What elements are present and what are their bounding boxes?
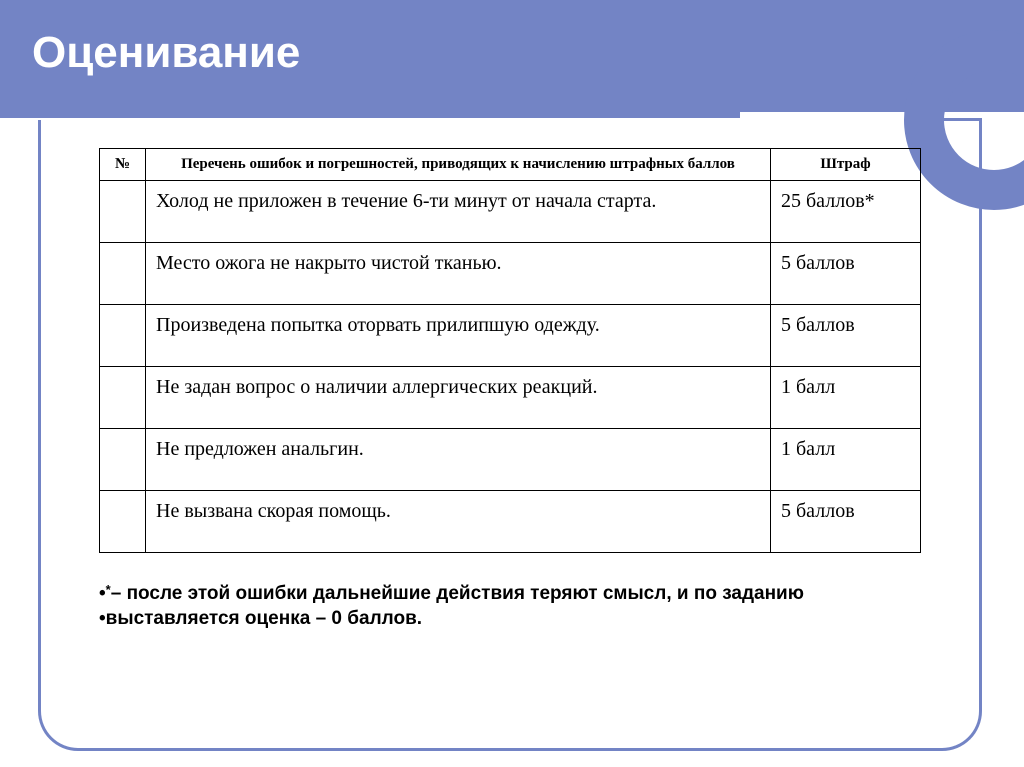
footnote-line-1: •*– после этой ошибки дальнейшие действи… [99, 581, 921, 607]
content-inner: № Перечень ошибок и погрешностей, привод… [41, 120, 979, 632]
col-header-errors: Перечень ошибок и погрешностей, приводящ… [146, 149, 771, 181]
col-header-penalty: Штраф [771, 149, 921, 181]
table-row: Место ожога не накрыто чистой тканью. 5 … [100, 242, 921, 304]
table-header-row: № Перечень ошибок и погрешностей, привод… [100, 149, 921, 181]
table-row: Не предложен анальгин. 1 балл [100, 428, 921, 490]
cell-penalty: 1 балл [771, 366, 921, 428]
cell-penalty: 1 балл [771, 428, 921, 490]
footnote-text-1: – после этой ошибки дальнейшие действия … [111, 583, 804, 604]
cell-num [100, 428, 146, 490]
content-frame: № Перечень ошибок и погрешностей, привод… [38, 120, 982, 751]
cell-num [100, 180, 146, 242]
cell-error: Не предложен анальгин. [146, 428, 771, 490]
cell-error: Не задан вопрос о наличии аллергических … [146, 366, 771, 428]
cell-penalty: 5 баллов [771, 490, 921, 552]
table-row: Не вызвана скорая помощь. 5 баллов [100, 490, 921, 552]
table-body: Холод не приложен в течение 6-ти минут о… [100, 180, 921, 552]
title-underline [0, 112, 740, 118]
penalties-table: № Перечень ошибок и погрешностей, привод… [99, 148, 921, 553]
col-header-number: № [100, 149, 146, 181]
bullet-icon: • [99, 583, 106, 604]
footnotes: •*– после этой ошибки дальнейшие действи… [99, 581, 921, 632]
table-row: Произведена попытка оторвать прилипшую о… [100, 304, 921, 366]
bullet-icon: • [99, 608, 106, 629]
cell-num [100, 304, 146, 366]
cell-num [100, 242, 146, 304]
cell-error: Не вызвана скорая помощь. [146, 490, 771, 552]
cell-penalty: 5 баллов [771, 242, 921, 304]
cell-error: Произведена попытка оторвать прилипшую о… [146, 304, 771, 366]
footnote-text-2: выставляется оценка – 0 баллов. [106, 608, 422, 629]
cell-error: Место ожога не накрыто чистой тканью. [146, 242, 771, 304]
cell-penalty: 5 баллов [771, 304, 921, 366]
table-row: Не задан вопрос о наличии аллергических … [100, 366, 921, 428]
footnote-line-2: •выставляется оценка – 0 баллов. [99, 606, 921, 632]
cell-penalty: 25 баллов* [771, 180, 921, 242]
cell-num [100, 366, 146, 428]
header-bar: Оценивание [0, 0, 1024, 112]
slide-title: Оценивание [0, 0, 1024, 78]
cell-num [100, 490, 146, 552]
table-row: Холод не приложен в течение 6-ти минут о… [100, 180, 921, 242]
cell-error: Холод не приложен в течение 6-ти минут о… [146, 180, 771, 242]
